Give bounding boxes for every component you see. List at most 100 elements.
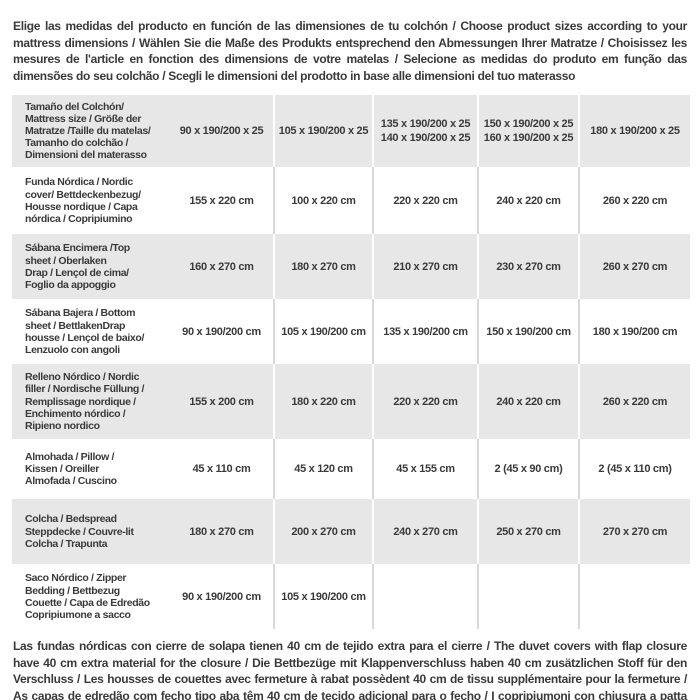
row-label: Relleno Nórdico / Nordic filler / Nordis… <box>12 364 170 439</box>
row-label: Sábana Encimera /Top sheet / Oberlaken D… <box>12 234 170 299</box>
size-value-cell: 210 x 270 cm <box>372 234 477 300</box>
size-value-cell: 180 x 190/200 cm <box>578 299 690 365</box>
size-value-cell: 100 x 220 cm <box>273 167 372 235</box>
size-value-cell: 135 x 190/200 x 25 140 x 190/200 x 25 <box>372 95 477 168</box>
row-label-text: Relleno Nórdico / Nordic filler / Nordis… <box>25 371 145 432</box>
size-value-cell: 220 x 220 cm <box>372 364 477 440</box>
size-value-cell: 180 x 270 cm <box>273 234 372 300</box>
row-label-text: Saco Nórdico / Zipper Bedding / Bettbezu… <box>25 572 150 621</box>
size-value-cell: 105 x 190/200 cm <box>273 564 372 630</box>
size-value-cell: 105 x 190/200 cm <box>273 299 372 365</box>
size-value-text: 105 x 190/200 x 25 <box>278 125 369 138</box>
size-value-cell: 180 x 220 cm <box>273 364 372 440</box>
size-value-text: 240 x 220 cm <box>496 194 561 207</box>
size-value-cell: 155 x 200 cm <box>170 364 273 439</box>
size-value-text: 260 x 220 cm <box>602 395 668 408</box>
intro-text: Elige las medidas del producto en funció… <box>13 19 687 83</box>
size-value-text: 180 x 190/200 cm <box>592 325 678 338</box>
size-value-cell: 260 x 220 cm <box>578 167 690 235</box>
size-value-text: 240 x 270 cm <box>393 525 458 538</box>
size-value-text: 105 x 190/200 cm <box>281 590 366 603</box>
table-row: Relleno Nórdico / Nordic filler / Nordis… <box>12 364 690 440</box>
row-label: Colcha / Bedspread Steppdecke / Couvre-l… <box>12 499 170 564</box>
size-value-cell <box>372 564 477 630</box>
row-label: Tamaño del Colchón/ Mattress size / Größ… <box>12 95 170 167</box>
size-value-text: 180 x 270 cm <box>291 260 356 273</box>
size-value-cell: 220 x 220 cm <box>372 167 477 235</box>
table-row: Colcha / Bedspread Steppdecke / Couvre-l… <box>12 499 690 565</box>
size-value-text: 180 x 190/200 x 25 <box>590 125 680 138</box>
size-value-text: 2 (45 x 110 cm) <box>598 463 672 476</box>
row-label-text: Almohada / Pillow / Kissen / Oreiller Al… <box>25 450 117 488</box>
size-value-cell: 105 x 190/200 x 25 <box>273 95 372 168</box>
size-value-cell: 150 x 190/200 x 25 160 x 190/200 x 25 <box>477 95 578 168</box>
size-value-cell: 90 x 190/200 cm <box>170 299 273 364</box>
size-value-text: 45 x 120 cm <box>294 463 353 476</box>
size-table: Tamaño del Colchón/ Mattress size / Größ… <box>12 95 690 630</box>
table-row: Saco Nórdico / Zipper Bedding / Bettbezu… <box>12 564 690 630</box>
size-value-cell: 200 x 270 cm <box>273 499 372 565</box>
size-value-text: 90 x 190/200 cm <box>182 325 261 338</box>
size-value-text: 45 x 155 cm <box>396 463 455 476</box>
table-row: Funda Nórdica / Nordic cover/ Bettdecken… <box>12 167 690 235</box>
size-value-cell: 250 x 270 cm <box>477 499 578 565</box>
size-value-text: 135 x 190/200 x 25 140 x 190/200 x 25 <box>380 117 471 145</box>
size-value-cell: 240 x 220 cm <box>477 364 578 440</box>
size-value-text: 240 x 220 cm <box>496 395 561 408</box>
size-value-cell: 240 x 220 cm <box>477 167 578 235</box>
size-value-cell <box>477 564 578 630</box>
size-value-text: 200 x 270 cm <box>291 525 356 538</box>
row-label-text: Tamaño del Colchón/ Mattress size / Größ… <box>25 100 151 162</box>
size-value-text: 2 (45 x 90 cm) <box>494 463 563 476</box>
size-value-text: 220 x 220 cm <box>393 395 458 408</box>
size-value-text: 260 x 220 cm <box>602 194 668 207</box>
size-value-cell: 180 x 270 cm <box>170 499 273 564</box>
size-value-cell: 90 x 190/200 cm <box>170 564 273 629</box>
size-value-text: 260 x 270 cm <box>602 260 668 273</box>
size-value-cell: 45 x 110 cm <box>170 439 273 499</box>
size-value-text: 250 x 270 cm <box>496 525 561 538</box>
size-value-text: 105 x 190/200 cm <box>281 325 366 338</box>
size-value-text: 90 x 190/200 cm <box>182 590 261 603</box>
table-row: Almohada / Pillow / Kissen / Oreiller Al… <box>12 439 690 500</box>
table-row: Tamaño del Colchón/ Mattress size / Größ… <box>12 95 690 168</box>
size-value-cell: 2 (45 x 90 cm) <box>477 439 578 500</box>
size-value-cell <box>578 564 690 630</box>
row-label: Saco Nórdico / Zipper Bedding / Bettbezu… <box>12 564 170 629</box>
row-label-text: Colcha / Bedspread Steppdecke / Couvre-l… <box>25 513 134 550</box>
row-label: Funda Nórdica / Nordic cover/ Bettdecken… <box>12 167 170 234</box>
size-value-text: 160 x 270 cm <box>189 260 254 273</box>
size-value-text: 90 x 190/200 x 25 <box>179 125 264 138</box>
row-label-text: Funda Nórdica / Nordic cover/ Bettdecken… <box>25 176 141 225</box>
size-value-cell: 90 x 190/200 x 25 <box>170 95 273 167</box>
size-value-cell: 150 x 190/200 cm <box>477 299 578 365</box>
row-label-text: Sábana Encimera /Top sheet / Oberlaken D… <box>25 242 130 291</box>
size-value-text: 270 x 270 cm <box>602 525 668 538</box>
table-row: Sábana Bajera / Bottom sheet / Bettlaken… <box>12 299 690 365</box>
size-value-cell: 155 x 220 cm <box>170 167 273 234</box>
size-value-text: 155 x 220 cm <box>189 194 254 207</box>
size-value-cell: 260 x 270 cm <box>578 234 690 300</box>
footer-note: Las fundas nórdicas con cierre de solapa… <box>13 639 687 700</box>
size-value-text: 210 x 270 cm <box>393 260 458 273</box>
size-value-cell: 270 x 270 cm <box>578 499 690 565</box>
size-value-cell: 180 x 190/200 x 25 <box>578 95 690 168</box>
size-value-cell: 260 x 220 cm <box>578 364 690 440</box>
row-label: Almohada / Pillow / Kissen / Oreiller Al… <box>12 439 170 499</box>
size-value-cell: 135 x 190/200 cm <box>372 299 477 365</box>
row-label-text: Sábana Bajera / Bottom sheet / Bettlaken… <box>25 307 145 356</box>
size-value-text: 180 x 270 cm <box>189 525 254 538</box>
table-row: Sábana Encimera /Top sheet / Oberlaken D… <box>12 234 690 300</box>
size-value-cell: 160 x 270 cm <box>170 234 273 299</box>
size-value-text: 150 x 190/200 x 25 160 x 190/200 x 25 <box>483 117 574 145</box>
size-value-text: 155 x 200 cm <box>189 395 254 408</box>
size-value-text: 45 x 110 cm <box>192 463 251 476</box>
size-value-text: 150 x 190/200 cm <box>486 325 571 338</box>
row-label: Sábana Bajera / Bottom sheet / Bettlaken… <box>12 299 170 364</box>
size-value-text: 100 x 220 cm <box>291 194 356 207</box>
size-value-text: 220 x 220 cm <box>393 194 458 207</box>
size-value-cell: 240 x 270 cm <box>372 499 477 565</box>
size-value-cell: 45 x 155 cm <box>372 439 477 500</box>
size-value-cell: 45 x 120 cm <box>273 439 372 500</box>
